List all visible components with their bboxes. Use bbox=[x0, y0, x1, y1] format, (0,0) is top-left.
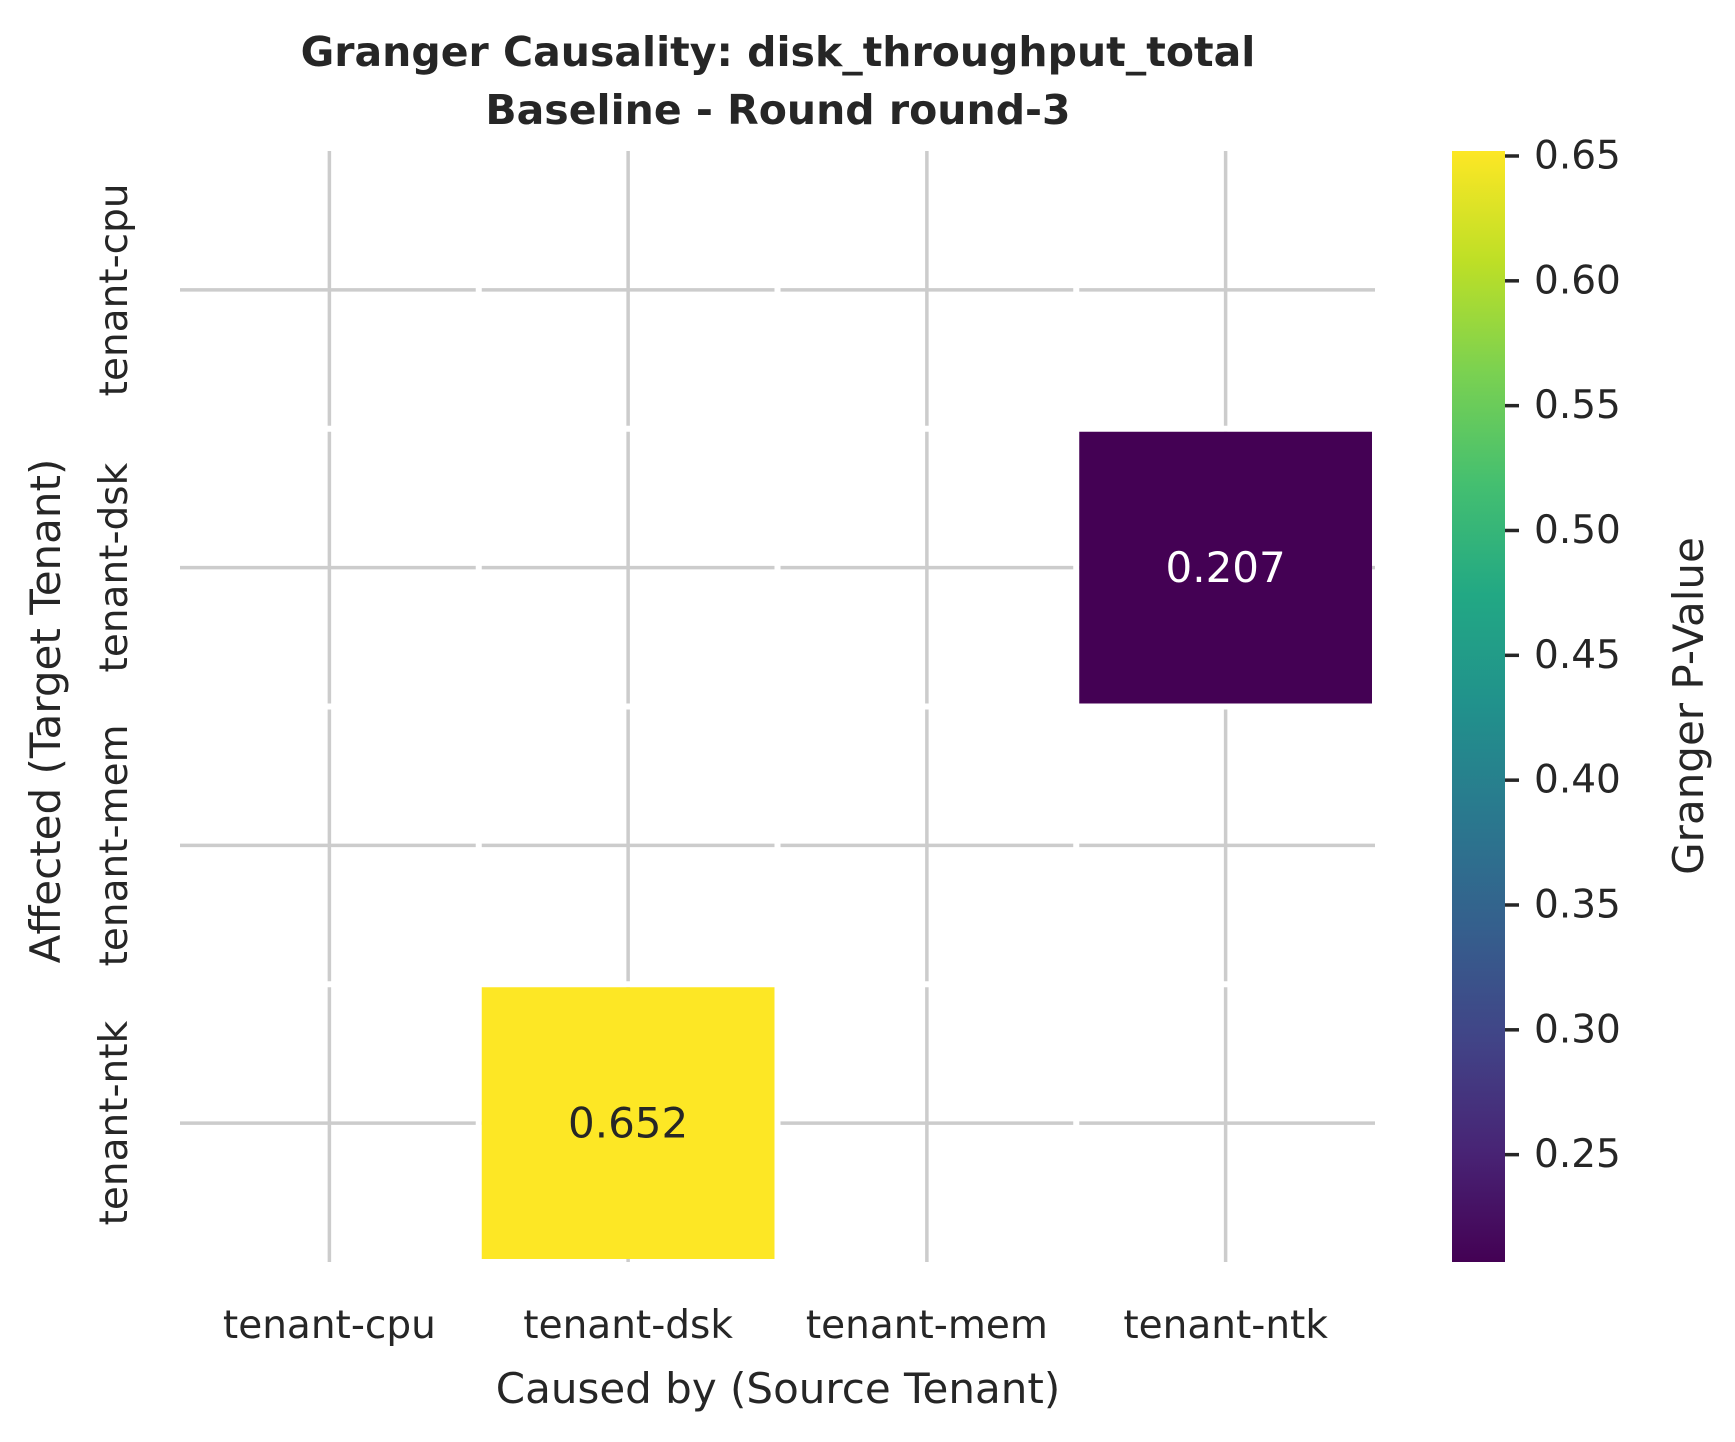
x-tick-label: tenant-ntk bbox=[1123, 1303, 1328, 1348]
colorbar-tick-label: 0.50 bbox=[1534, 508, 1621, 553]
heatmap-cells: 0.207 0.652 bbox=[481, 431, 1372, 1259]
grid-lines bbox=[180, 151, 1375, 1262]
colorbar-label: Granger P-Value bbox=[1664, 537, 1713, 875]
cell-value-label: 0.207 bbox=[1166, 543, 1286, 592]
x-tick-labels: tenant-cpu tenant-dsk tenant-mem tenant-ntk bbox=[223, 1303, 1328, 1348]
heatmap-cell bbox=[1079, 431, 1372, 704]
chart-title: Granger Causality: disk_throughput_total bbox=[301, 28, 1256, 76]
colorbar bbox=[1452, 151, 1505, 1262]
colorbar-tick-label: 0.30 bbox=[1534, 1007, 1621, 1052]
x-axis-label: Caused by (Source Tenant) bbox=[496, 1364, 1060, 1413]
colorbar-tick-label: 0.60 bbox=[1534, 258, 1621, 303]
y-tick-label: tenant-dsk bbox=[92, 462, 137, 672]
colorbar-tick-label: 0.35 bbox=[1534, 882, 1621, 927]
colorbar-tick-label: 0.65 bbox=[1534, 133, 1621, 178]
heatmap-cell bbox=[481, 987, 775, 1259]
chart-subtitle: Baseline - Round round-3 bbox=[485, 86, 1070, 134]
x-tick-label: tenant-cpu bbox=[223, 1303, 436, 1348]
colorbar-tick-label: 0.25 bbox=[1534, 1132, 1621, 1177]
cell-value-label: 0.652 bbox=[568, 1099, 688, 1148]
y-tick-label: tenant-cpu bbox=[92, 183, 137, 396]
x-tick-label: tenant-dsk bbox=[523, 1303, 733, 1348]
y-tick-labels: tenant-cpu tenant-dsk tenant-mem tenant-ntk bbox=[92, 183, 137, 1225]
y-axis-label: Affected (Target Tenant) bbox=[21, 459, 70, 964]
colorbar-tick-label: 0.45 bbox=[1534, 633, 1621, 678]
colorbar-tick-label: 0.55 bbox=[1534, 383, 1621, 428]
y-tick-label: tenant-ntk bbox=[92, 1020, 137, 1225]
colorbar-ticks: 0.25 0.30 0.35 0.40 0.45 0.50 0.55 0.60 0.65 bbox=[1505, 133, 1621, 1177]
colorbar-tick-label: 0.40 bbox=[1534, 758, 1621, 803]
x-tick-label: tenant-mem bbox=[806, 1303, 1048, 1348]
y-tick-label: tenant-mem bbox=[92, 724, 137, 966]
